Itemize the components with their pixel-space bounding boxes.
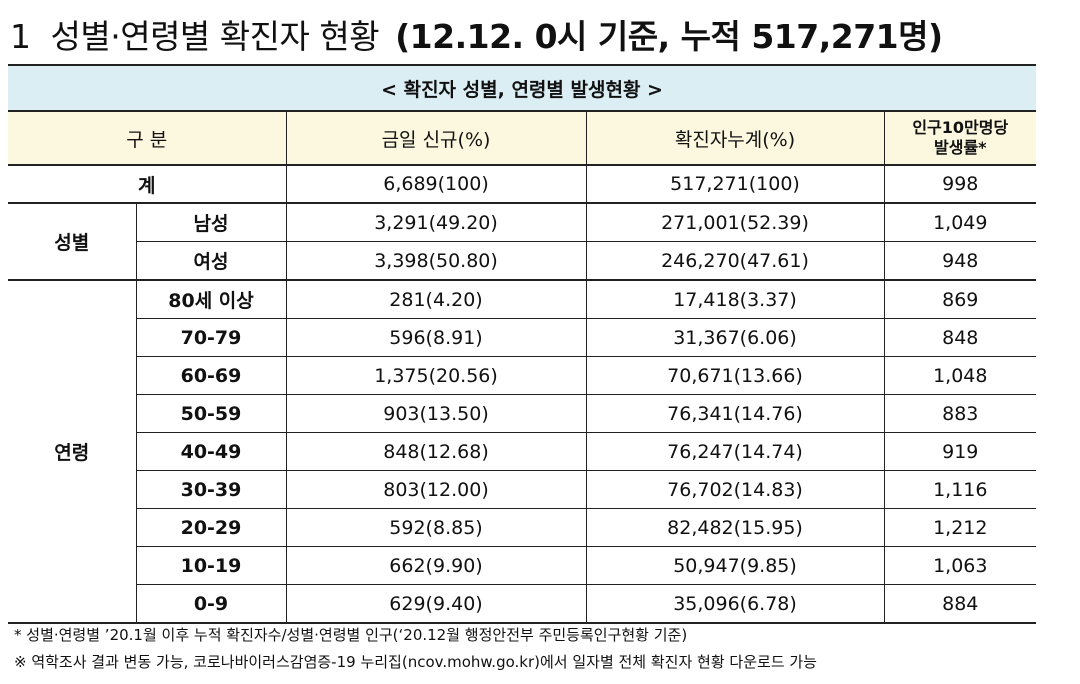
cell-rate: 919 xyxy=(883,432,1037,471)
cell-rate: 998 xyxy=(883,165,1037,204)
row-label: 50-59 xyxy=(135,394,286,433)
table-caption: < 확진자 성별, 연령별 발생현황 > xyxy=(8,64,1037,112)
cell-today-new: 1,375(20.56) xyxy=(285,356,586,395)
cell-today-new: 803(12.00) xyxy=(285,470,586,509)
cell-today-new: 592(8.85) xyxy=(285,508,586,547)
table-row: 연령 80세 이상 281(4.20) 17,418(3.37) 869 xyxy=(8,280,1037,624)
cell-today-new: 848(12.68) xyxy=(285,432,586,471)
table-row: 20-29 592(8.85) 82,482(15.95) 1,212 xyxy=(8,508,1037,547)
table-row: 0-9 629(9.40) 35,096(6.78) 884 xyxy=(8,584,1037,624)
cell-cumulative: 76,247(14.74) xyxy=(585,432,884,471)
table-row: 70-79 596(8.91) 31,367(6.06) 848 xyxy=(8,318,1037,357)
table-row: 60-69 1,375(20.56) 70,671(13.66) 1,048 xyxy=(8,356,1037,395)
title-basis: (12.12. 0시 기준, 누적 517,271명) xyxy=(395,17,943,56)
cell-cumulative: 246,270(47.61) xyxy=(585,241,884,281)
table-row: 10-19 662(9.90) 50,947(9.85) 1,063 xyxy=(8,546,1037,585)
cell-cumulative: 517,271(100) xyxy=(585,165,884,204)
row-label: 30-39 xyxy=(135,470,286,509)
stats-table: < 확진자 성별, 연령별 발생현황 > 구 분 금일 신규(%) 확진자누계(… xyxy=(8,64,1037,624)
cell-today-new: 281(4.20) xyxy=(285,280,586,319)
cell-cumulative: 50,947(9.85) xyxy=(585,546,884,585)
row-label: 80세 이상 xyxy=(135,280,286,319)
cell-today-new: 6,689(100) xyxy=(285,165,586,204)
cell-today-new: 3,291(49.20) xyxy=(285,203,586,242)
cell-cumulative: 31,367(6.06) xyxy=(585,318,884,357)
cell-cumulative: 70,671(13.66) xyxy=(585,356,884,395)
cell-rate: 948 xyxy=(883,241,1037,281)
table-row-total: 계 6,689(100) 517,271(100) 998 xyxy=(8,165,1037,204)
table-row: 50-59 903(13.50) 76,341(14.76) 883 xyxy=(8,394,1037,433)
cell-rate: 1,049 xyxy=(883,203,1037,242)
cell-rate: 1,116 xyxy=(883,470,1037,509)
table-row: 여성 3,398(50.80) 246,270(47.61) 948 xyxy=(8,241,1037,281)
footnotes: * 성별·연령별 ’20.1월 이후 누적 확진자수/성별·연령별 인구(‘20… xyxy=(14,622,1064,676)
title-text: 성별·연령별 확진자 현황 xyxy=(50,17,380,56)
table-header-row: 구 분 금일 신규(%) 확진자누계(%) 인구10만명당 발생률* xyxy=(8,111,1037,166)
row-label: 계 xyxy=(8,165,286,204)
col-header-today-new: 금일 신규(%) xyxy=(285,111,586,166)
cell-rate: 869 xyxy=(883,280,1037,319)
stats-table-wrapper: < 확진자 성별, 연령별 발생현황 > 구 분 금일 신규(%) 확진자누계(… xyxy=(8,64,1037,624)
col-header-rate: 인구10만명당 발생률* xyxy=(883,111,1037,166)
cell-today-new: 629(9.40) xyxy=(285,584,586,624)
cell-rate: 1,048 xyxy=(883,356,1037,395)
row-label: 0-9 xyxy=(135,584,286,624)
table-row: 40-49 848(12.68) 76,247(14.74) 919 xyxy=(8,432,1037,471)
col-header-category: 구 분 xyxy=(8,111,286,166)
cell-rate: 883 xyxy=(883,394,1037,433)
footnote-data-source: ※ 역학조사 결과 변동 가능, 코로나바이러스감염증-19 누리집(ncov.… xyxy=(14,653,817,671)
cell-cumulative: 271,001(52.39) xyxy=(585,203,884,242)
col-header-rate-line2: 발생률* xyxy=(934,138,987,157)
cell-rate: 1,212 xyxy=(883,508,1037,547)
cell-today-new: 903(13.50) xyxy=(285,394,586,433)
cell-cumulative: 17,418(3.37) xyxy=(585,280,884,319)
row-label: 여성 xyxy=(135,241,286,281)
footnote-rate-definition: * 성별·연령별 ’20.1월 이후 누적 확진자수/성별·연령별 인구(‘20… xyxy=(14,626,688,644)
cell-rate: 884 xyxy=(883,584,1037,624)
row-label: 20-29 xyxy=(135,508,286,547)
cell-cumulative: 76,341(14.76) xyxy=(585,394,884,433)
cell-cumulative: 82,482(15.95) xyxy=(585,508,884,547)
table-caption-row: < 확진자 성별, 연령별 발생현황 > xyxy=(8,64,1037,112)
row-label: 10-19 xyxy=(135,546,286,585)
row-label: 남성 xyxy=(135,203,286,242)
cell-today-new: 596(8.91) xyxy=(285,318,586,357)
cell-today-new: 662(9.90) xyxy=(285,546,586,585)
cell-rate: 848 xyxy=(883,318,1037,357)
section-number: 1 xyxy=(10,17,31,56)
cell-cumulative: 76,702(14.83) xyxy=(585,470,884,509)
cell-cumulative: 35,096(6.78) xyxy=(585,584,884,624)
row-label: 60-69 xyxy=(135,356,286,395)
page-title: 1 성별·연령별 확진자 현황 (12.12. 0시 기준, 누적 517,27… xyxy=(10,12,943,62)
table-row: 성별 남성 3,291(49.20) 271,001(52.39) 1,049 xyxy=(8,203,1037,281)
group-label-age: 연령 xyxy=(8,280,136,624)
col-header-rate-line1: 인구10만명당 xyxy=(912,118,1009,137)
row-label: 40-49 xyxy=(135,432,286,471)
table-row: 30-39 803(12.00) 76,702(14.83) 1,116 xyxy=(8,470,1037,509)
cell-today-new: 3,398(50.80) xyxy=(285,241,586,281)
col-header-cumulative: 확진자누계(%) xyxy=(585,111,884,166)
row-label: 70-79 xyxy=(135,318,286,357)
cell-rate: 1,063 xyxy=(883,546,1037,585)
group-label-gender: 성별 xyxy=(8,203,136,281)
